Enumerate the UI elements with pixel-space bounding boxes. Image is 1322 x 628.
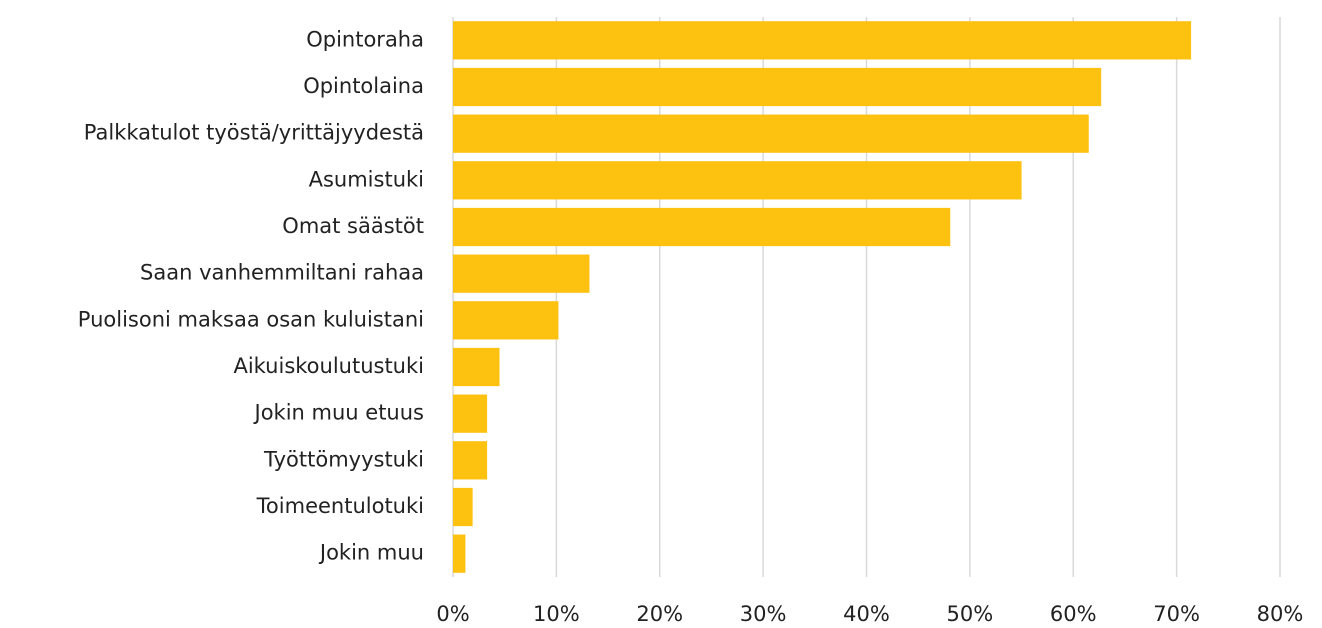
bar — [453, 301, 559, 340]
x-tick-label: 20% — [636, 602, 683, 626]
x-tick-label: 60% — [1050, 602, 1097, 626]
bar — [453, 534, 466, 573]
y-tick-label: Palkkatulot työstä/yrittäjyydestä — [84, 121, 424, 145]
bar — [453, 161, 1022, 200]
x-tick-label: 0% — [436, 602, 469, 626]
bar — [453, 254, 590, 293]
bar — [453, 207, 951, 247]
bar — [453, 347, 500, 387]
y-tick-label: Toimeentulotuki — [256, 494, 424, 518]
y-tick-label: Omat säästöt — [282, 214, 424, 238]
y-tick-label: Puolisoni maksaa osan kuluistani — [78, 307, 424, 331]
bar — [453, 67, 1102, 107]
bar — [453, 487, 473, 527]
y-tick-label: Asumistuki — [309, 167, 424, 191]
x-tick-label: 30% — [740, 602, 787, 626]
x-tick-label: 80% — [1257, 602, 1304, 626]
y-tick-label: Aikuiskoulutustuki — [233, 354, 424, 378]
y-tick-label: Saan vanhemmiltani rahaa — [140, 261, 424, 285]
bar — [453, 441, 488, 480]
x-tick-label: 70% — [1153, 602, 1200, 626]
y-tick-label: Jokin muu etuus — [253, 401, 425, 425]
bar — [453, 114, 1089, 153]
y-tick-label: Työttömyystuki — [263, 447, 424, 471]
y-tick-label: Jokin muu — [318, 541, 424, 565]
bar — [453, 394, 488, 433]
x-tick-label: 40% — [843, 602, 890, 626]
y-tick-label: Opintoraha — [306, 27, 424, 51]
y-tick-label: Opintolaina — [303, 74, 424, 98]
bar — [453, 21, 1192, 60]
x-tick-label: 50% — [947, 602, 994, 626]
x-tick-label: 10% — [533, 602, 580, 626]
